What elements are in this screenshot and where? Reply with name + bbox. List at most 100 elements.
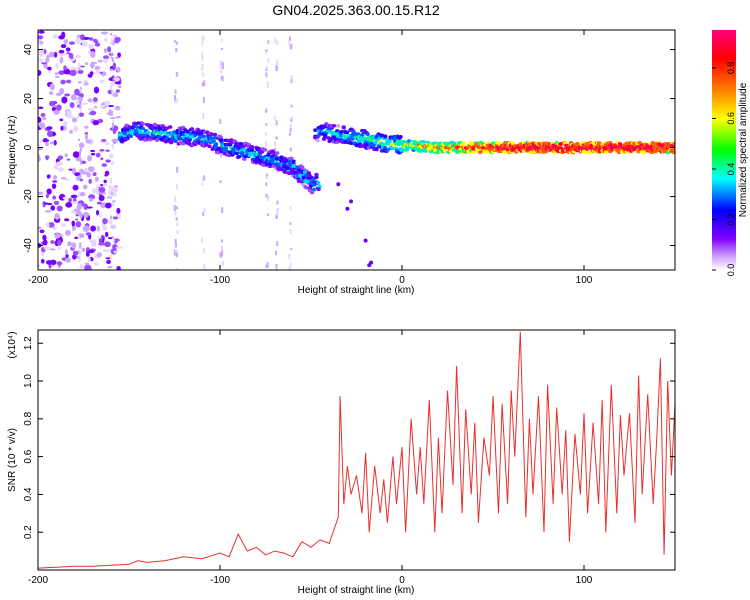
spectrogram-cell	[101, 163, 108, 167]
spectrogram-cell	[113, 239, 118, 244]
spectrogram-cell	[290, 78, 293, 84]
spectrogram-cell	[112, 240, 115, 243]
snr-y-tick-label: 0.2	[23, 525, 34, 539]
spectrogram-cell	[270, 149, 275, 153]
spectrogram-cell	[140, 121, 146, 126]
spectrogram-cell	[92, 119, 100, 126]
spectrogram-cell	[203, 175, 206, 181]
spectrogram-cell	[265, 132, 268, 136]
spectrogram-cell	[295, 165, 300, 170]
spectrogram-cell	[77, 255, 80, 259]
spectrogram-cell	[62, 196, 68, 200]
spectrogram-cell	[77, 113, 80, 119]
snr-scale-label: (x10⁴)	[7, 331, 18, 358]
spectrogram-cell	[115, 246, 123, 250]
spectrogram-cell	[461, 141, 467, 145]
spectrogram-cell	[38, 226, 42, 230]
spectrogram-cell	[176, 222, 179, 226]
spectrogram-cell	[112, 40, 115, 46]
spectrogram-cell	[115, 56, 120, 60]
spectrogram-cell	[45, 193, 49, 199]
spectrogram-cell	[54, 232, 61, 239]
spectrogram-cell	[50, 240, 55, 244]
spectrogram-cell	[108, 153, 114, 159]
spectrogram-cell	[72, 250, 79, 256]
spectrogram-cell	[175, 217, 178, 221]
spectrogram-cell	[101, 31, 108, 35]
spectrogram-cell	[108, 218, 113, 225]
spectrogram-x-tick-label: -100	[210, 275, 230, 286]
spectrogram-cell	[85, 251, 90, 257]
spectrogram-cell	[276, 40, 279, 46]
spectrogram-cell	[45, 260, 53, 265]
spectrogram-cell	[213, 142, 219, 147]
spectrogram-cell	[45, 57, 50, 64]
snr-y-axis-label: SNR (10 * v/v)	[7, 428, 18, 492]
spectrogram-cell	[61, 96, 68, 104]
spectrogram-cell	[110, 86, 113, 91]
spectrogram-cell	[287, 160, 292, 164]
spectrogram-cell	[276, 59, 279, 66]
spectrogram-cell	[80, 160, 87, 165]
spectrogram-cell	[81, 102, 89, 105]
snr-y-tick-label: 0.4	[23, 487, 34, 501]
spectrogram-cell	[78, 62, 81, 69]
spectrogram-cell	[52, 226, 58, 230]
spectrogram-cell	[78, 158, 81, 162]
spectrogram-cell	[40, 112, 46, 118]
spectrogram-cell	[44, 139, 50, 142]
spectrogram-cell	[471, 150, 476, 154]
spectrogram-cell	[297, 173, 302, 178]
spectrogram-cell	[257, 153, 262, 157]
spectrogram-cell	[289, 156, 294, 161]
spectrogram-cell	[201, 35, 204, 41]
spectrogram-cell	[102, 183, 108, 187]
spectrogram-cell	[174, 239, 177, 244]
spectrogram-cell	[467, 144, 472, 148]
snr-x-tick-label: -100	[210, 575, 230, 586]
colorbar-label: Normalized spectral amplitude	[738, 82, 749, 217]
spectrogram-cell	[109, 178, 112, 184]
spectrogram-cell	[282, 160, 287, 165]
spectrogram-cell	[259, 150, 265, 154]
spectrogram-cell	[174, 100, 177, 104]
spectrogram-cell	[73, 125, 79, 132]
spectrogram-y-axis-label: Frequency (Hz)	[7, 116, 18, 185]
colorbar-ticks: 0.0 0.2 0.4 0.6 0.8	[712, 62, 736, 276]
spectrogram-cell	[173, 249, 176, 256]
spectrogram-cell	[174, 196, 177, 203]
spectrogram-cell	[223, 146, 229, 151]
spectrogram-cell	[100, 157, 104, 161]
spectrogram-cell	[40, 258, 45, 264]
spectrogram-cell	[202, 96, 205, 103]
spectrogram-cell	[65, 47, 71, 52]
spectrogram-cell	[289, 231, 292, 235]
spectrogram-x-ticks: -200 -100 0 100	[28, 30, 593, 286]
spectrogram-cell	[79, 264, 84, 270]
spectrogram-cell	[175, 71, 178, 77]
spectrogram-cell	[267, 213, 270, 217]
spectrogram-cell	[201, 52, 204, 59]
spectrogram-cell	[74, 236, 79, 239]
spectrogram-cell	[93, 86, 100, 94]
spectrogram-cell	[48, 100, 56, 107]
spectrogram-cell	[82, 225, 90, 232]
spectrogram-cell	[54, 72, 59, 76]
spectrogram-cell	[55, 161, 63, 166]
spectrogram-cell	[221, 63, 224, 70]
spectrogram-cell	[336, 124, 341, 128]
spectrogram-cell	[236, 154, 242, 159]
spectrogram-cell	[289, 265, 292, 269]
spectrogram-cell	[189, 127, 195, 131]
spectrogram-cell	[510, 141, 516, 146]
spectrogram-cell	[360, 133, 365, 137]
spectrogram-cell	[296, 179, 302, 183]
spectrogram-cell	[96, 252, 103, 258]
spectrogram-cell	[173, 40, 176, 43]
spectrogram-cell	[87, 98, 93, 103]
spectrogram-cell	[77, 69, 84, 74]
spectrogram-cell	[38, 155, 41, 162]
spectrogram-cell	[274, 250, 277, 256]
spectrogram-cell	[104, 202, 112, 209]
spectrogram-cell	[112, 160, 115, 164]
